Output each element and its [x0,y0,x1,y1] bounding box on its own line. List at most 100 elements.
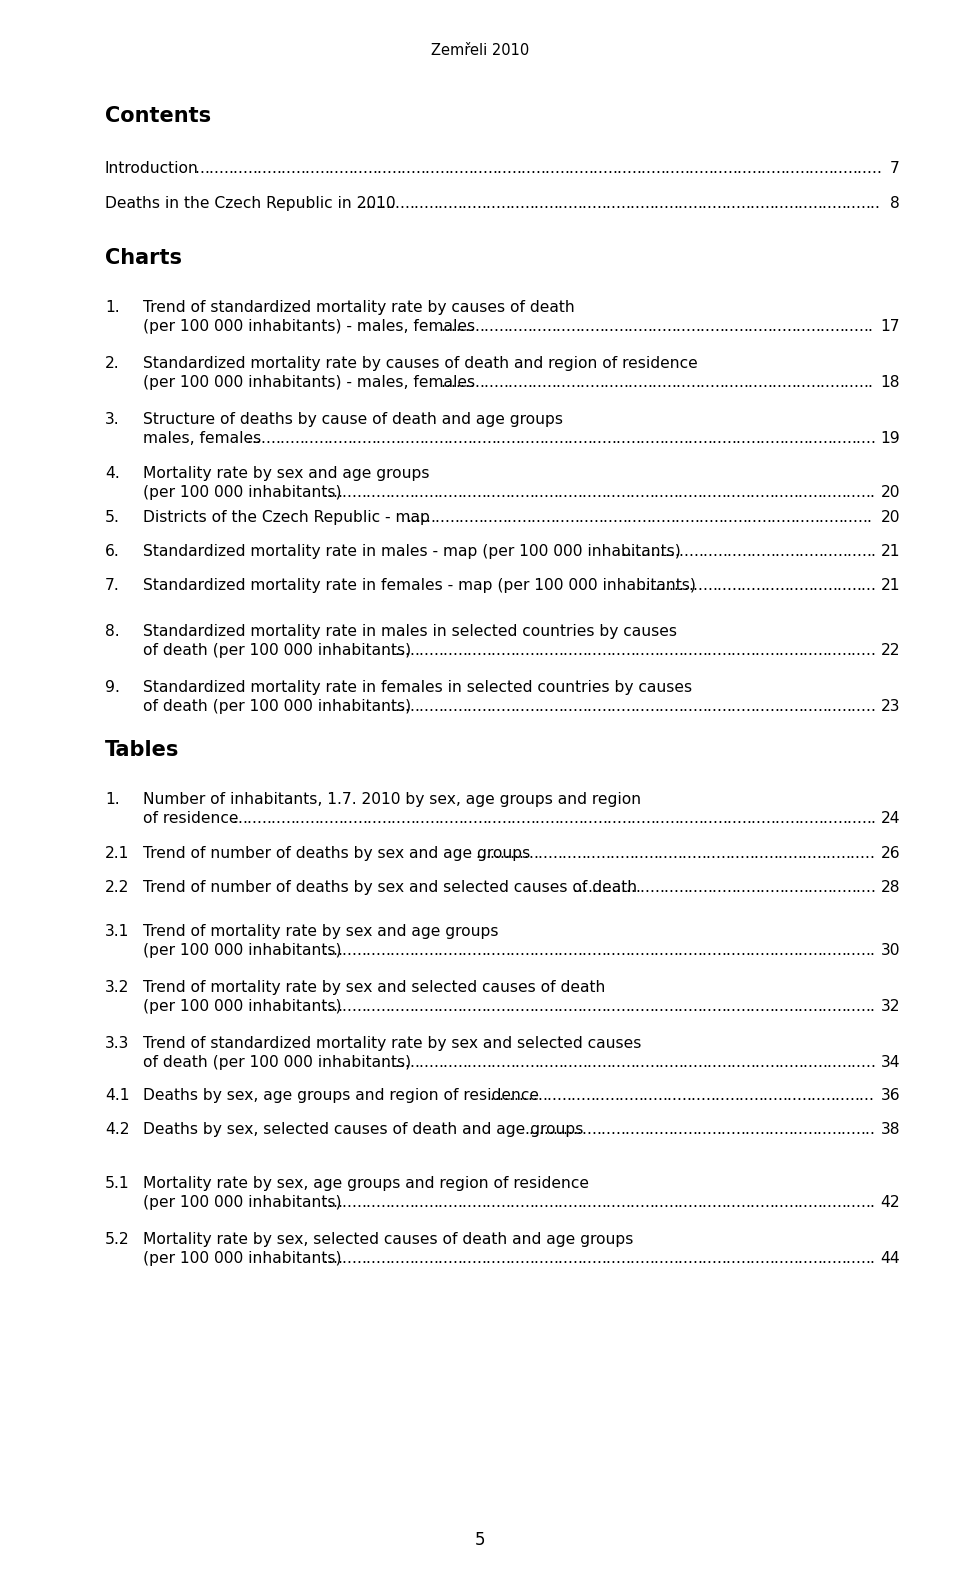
Text: .: . [736,161,742,177]
Text: .: . [587,484,591,500]
Text: .: . [842,578,847,593]
Text: .: . [409,431,415,447]
Text: .: . [756,811,760,825]
Text: .: . [612,811,616,825]
Text: .: . [675,510,680,525]
Text: .: . [758,1087,763,1103]
Text: .: . [865,944,870,958]
Text: .: . [799,811,804,825]
Text: .: . [469,319,474,335]
Text: .: . [673,699,678,713]
Text: .: . [793,699,798,713]
Text: .: . [527,376,532,390]
Text: .: . [563,1056,567,1070]
Text: .: . [644,944,649,958]
Text: .: . [764,431,770,447]
Text: .: . [697,644,702,658]
Text: .: . [683,484,687,500]
Text: .: . [556,376,561,390]
Text: .: . [564,510,569,525]
Text: .: . [385,431,391,447]
Text: .: . [573,811,578,825]
Text: .: . [563,644,567,658]
Text: .: . [719,376,724,390]
Text: .: . [827,484,831,500]
Text: .: . [572,999,577,1015]
Text: .: . [375,944,380,958]
Text: .: . [793,1122,798,1138]
Text: .: . [471,944,476,958]
Text: .: . [860,484,865,500]
Text: .: . [784,161,790,177]
Text: .: . [627,510,632,525]
Text: .: . [829,376,834,390]
Text: .: . [284,431,290,447]
Text: .: . [718,510,723,525]
Text: .: . [731,196,735,211]
Text: Deaths in the Czech Republic in 2010: Deaths in the Czech Republic in 2010 [105,196,396,211]
Text: (per 100 000 inhabitants): (per 100 000 inhabitants) [143,999,342,1015]
Text: .: . [787,1087,792,1103]
Text: .: . [673,944,678,958]
Text: .: . [741,544,746,559]
Text: .: . [725,1087,730,1103]
Text: .: . [581,846,586,862]
Text: .: . [831,1195,836,1210]
Text: .: . [706,1087,710,1103]
Text: .: . [798,644,803,658]
Text: .: . [692,644,697,658]
Text: .: . [647,319,652,335]
Text: .: . [860,1195,865,1210]
Text: .: . [659,699,663,713]
Text: .: . [768,1087,773,1103]
Text: .: . [683,1056,687,1070]
Text: .: . [687,881,693,895]
Text: .: . [855,1122,860,1138]
Text: .: . [779,484,783,500]
Text: .: . [841,881,847,895]
Text: .: . [779,1195,783,1210]
Text: .: . [711,1195,716,1210]
Text: .: . [371,999,375,1015]
Text: .: . [776,510,780,525]
Text: .: . [443,999,447,1015]
Text: .: . [481,1056,486,1070]
Text: .: . [399,1251,404,1266]
Text: .: . [721,1251,726,1266]
Text: .: . [638,1087,643,1103]
Text: .: . [649,644,654,658]
Text: .: . [366,1195,371,1210]
Text: .: . [549,161,555,177]
Text: .: . [639,644,644,658]
Text: .: . [708,510,713,525]
Text: Trend of mortality rate by sex and age groups: Trend of mortality rate by sex and age g… [143,925,498,939]
Text: .: . [687,431,693,447]
Text: .: . [399,999,404,1015]
Text: .: . [847,544,852,559]
Text: .: . [386,161,392,177]
Text: .: . [447,484,452,500]
Text: .: . [577,431,583,447]
Text: .: . [596,1122,601,1138]
Text: .: . [870,881,876,895]
Text: .: . [654,881,660,895]
Text: .: . [429,811,434,825]
Text: .: . [409,944,414,958]
Text: .: . [774,1195,779,1210]
Text: .: . [433,196,438,211]
Text: .: . [731,699,735,713]
Text: .: . [716,1056,721,1070]
Text: .: . [438,1056,443,1070]
Text: .: . [553,1056,558,1070]
Text: .: . [783,644,788,658]
Text: .: . [352,811,357,825]
Text: .: . [813,811,818,825]
Text: .: . [851,1122,855,1138]
Text: .: . [242,811,247,825]
Text: .: . [812,431,818,447]
Text: .: . [558,944,563,958]
Text: .: . [539,1195,543,1210]
Text: .: . [602,161,608,177]
Text: .: . [851,1251,855,1266]
Text: .: . [856,811,861,825]
